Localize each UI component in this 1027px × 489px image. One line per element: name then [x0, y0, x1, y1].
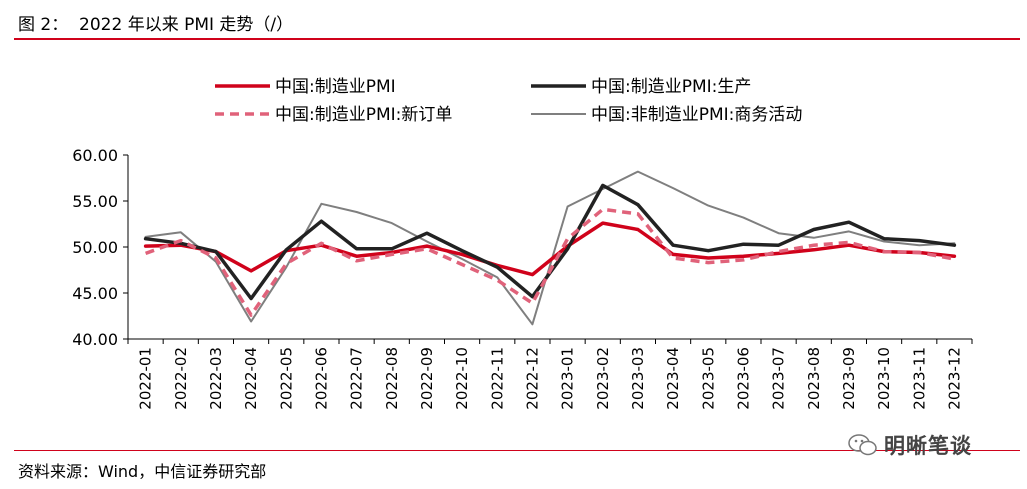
- x-tick-label: 2022-11: [488, 347, 506, 410]
- x-tick-label: 2023-03: [629, 347, 647, 410]
- legend-label-3: 中国:制造业PMI:新订单: [275, 105, 452, 125]
- x-tick-label: 2022-06: [312, 347, 330, 410]
- y-tick-label: 45.00: [72, 284, 118, 303]
- y-tick-label: 55.00: [72, 192, 118, 211]
- x-tick-label: 2023-04: [664, 347, 682, 410]
- x-tick-label: 2022-09: [418, 347, 436, 410]
- x-tick-label: 2022-04: [242, 347, 260, 410]
- x-tick-label: 2022-05: [277, 347, 295, 410]
- x-tick-label: 2023-11: [910, 347, 928, 410]
- x-tick-label: 2023-08: [805, 347, 823, 410]
- x-tick-label: 2023-05: [699, 347, 717, 410]
- x-tick-label: 2023-10: [875, 347, 893, 410]
- series-line-4: [144, 170, 956, 326]
- x-tick-label: 2023-06: [734, 347, 752, 410]
- y-tick-label: 60.00: [72, 146, 118, 165]
- title-divider: [14, 38, 1020, 40]
- x-tick-label: 2023-02: [594, 347, 612, 410]
- source-note: 资料来源：Wind，中信证券研究部: [18, 462, 267, 481]
- watermark: 明晰笔谈: [848, 430, 972, 460]
- axes: 40.00 45.00 50.00 55.00 60.00 2022-01 2022-02 2…: [72, 146, 973, 410]
- legend-label-4: 中国:非制造业PMI:商务活动: [591, 105, 802, 125]
- series-lines: [143, 170, 957, 326]
- chart-title: 图 2： 2022 年以来 PMI 走势（/）: [18, 15, 294, 35]
- wechat-icon: [848, 434, 877, 456]
- x-tick-label: 2023-12: [945, 347, 963, 410]
- x-tick-label: 2023-09: [840, 347, 858, 410]
- x-tick-label: 2023-01: [559, 347, 577, 410]
- source-divider: [14, 450, 1020, 451]
- series-line-1: [143, 221, 957, 277]
- y-tick-label: 50.00: [72, 238, 118, 257]
- x-tick-label: 2022-02: [172, 347, 190, 410]
- legend-label-2: 中国:制造业PMI:生产: [591, 77, 751, 97]
- series-line-2: [143, 183, 957, 301]
- watermark-text: 明晰笔谈: [884, 434, 972, 458]
- legend-label-1: 中国:制造业PMI: [275, 77, 396, 97]
- x-tick-label: 2022-08: [383, 347, 401, 410]
- x-tick-label: 2022-10: [453, 347, 471, 410]
- x-tick-label: 2023-07: [770, 347, 788, 410]
- x-tick-label: 2022-03: [207, 347, 225, 410]
- x-tick-label: 2022-07: [348, 347, 366, 410]
- x-tick-label: 2022-12: [523, 347, 541, 410]
- x-tick-label: 2022-01: [137, 347, 155, 410]
- series-line-3: [145, 207, 955, 317]
- y-tick-label: 40.00: [72, 330, 118, 349]
